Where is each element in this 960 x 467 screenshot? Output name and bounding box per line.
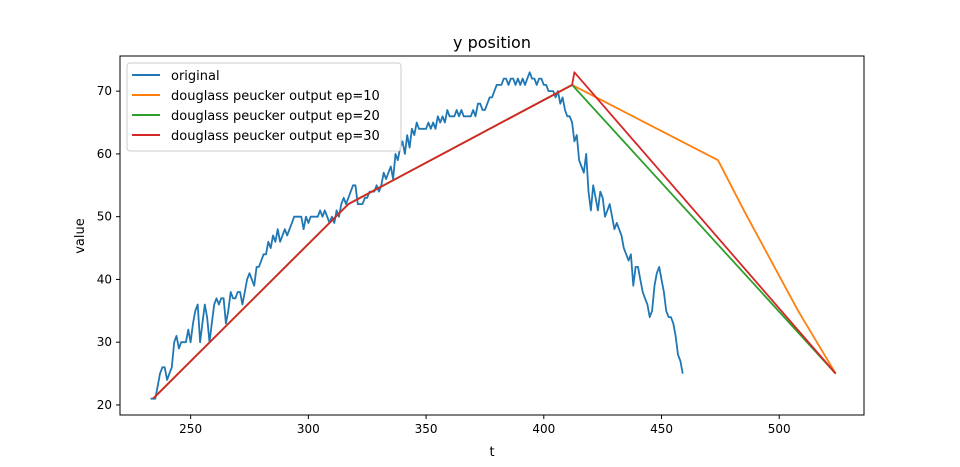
plot-area [150, 71, 837, 400]
y-tick-label: 70 [97, 84, 112, 98]
y-tick-label: 40 [97, 272, 112, 286]
y-tick-label: 30 [97, 335, 112, 349]
legend-label-3: douglass peucker output ep=20 [171, 109, 380, 124]
y-tick-label: 50 [97, 210, 112, 224]
legend-box [126, 62, 402, 152]
x-tick-label: 400 [532, 422, 555, 436]
x-tick-label: 250 [179, 422, 202, 436]
x-axis-label: t [489, 445, 494, 460]
y-tick-label: 60 [97, 147, 112, 161]
y-tick-label: 20 [97, 398, 112, 412]
legend: original douglass peucker output ep=10 dou… [126, 62, 402, 152]
series-line-1 [150, 71, 684, 400]
y-axis-label: value [73, 218, 88, 254]
series-line-4 [152, 71, 837, 400]
x-axis: 250 300 350 400 450 500 [179, 415, 791, 436]
x-tick-label: 500 [768, 422, 791, 436]
x-tick-label: 350 [415, 422, 438, 436]
chart-title: y position [453, 33, 531, 52]
legend-label-2: douglass peucker output ep=10 [171, 89, 380, 104]
axes-frame [119, 55, 865, 416]
legend-label-4: douglass peucker output ep=30 [171, 129, 380, 144]
legend-label-1: original [171, 69, 220, 84]
x-tick-label: 300 [297, 422, 320, 436]
x-tick-label: 450 [650, 422, 673, 436]
y-axis: 20 30 40 50 60 70 [97, 84, 120, 412]
